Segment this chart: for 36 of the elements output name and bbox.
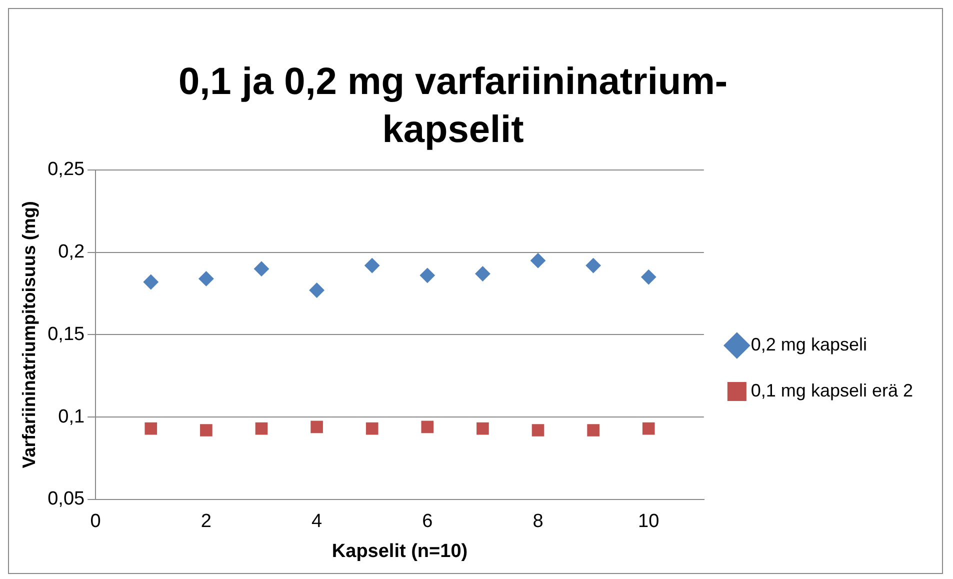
y-tick-label: 0,25 [48, 159, 85, 180]
chart-title: 0,1 ja 0,2 mg varfariininatrium-kapselit [177, 60, 729, 153]
x-tick-label: 10 [638, 511, 660, 532]
point [310, 420, 323, 434]
point [642, 422, 655, 435]
point [366, 422, 378, 435]
point [200, 424, 212, 436]
point [475, 266, 490, 282]
x-tick-label: 8 [532, 511, 544, 532]
point [364, 258, 380, 274]
x-tick-label: 0 [90, 511, 101, 532]
point [586, 258, 601, 274]
point [532, 424, 544, 436]
y-tick-label: 0,15 [48, 324, 85, 345]
point [144, 422, 158, 435]
point [309, 282, 324, 298]
legend-label: 0,2 mg kapseli [750, 334, 867, 354]
y-tick-label: 0,1 [58, 406, 85, 428]
point [476, 422, 489, 435]
legend-label: 0,1 mg kapseli erä 2 [750, 380, 914, 400]
point [641, 270, 656, 285]
y-tick-label: 0,2 [58, 242, 85, 263]
x-tick-label: 4 [312, 511, 322, 532]
point [587, 424, 600, 436]
point [254, 261, 269, 276]
x-axis-title: Kapselit (n=10) [332, 540, 468, 562]
y-tick-label: 0,05 [48, 488, 85, 510]
point [198, 271, 214, 286]
point [530, 253, 546, 268]
x-tick-label: 6 [422, 511, 433, 532]
point [143, 274, 158, 290]
point [421, 420, 434, 434]
x-tick-label: 2 [200, 511, 212, 532]
point [420, 268, 435, 283]
y-axis-title: Varfariininatriumpitoisuus (mg) [18, 201, 39, 468]
point [255, 422, 268, 435]
